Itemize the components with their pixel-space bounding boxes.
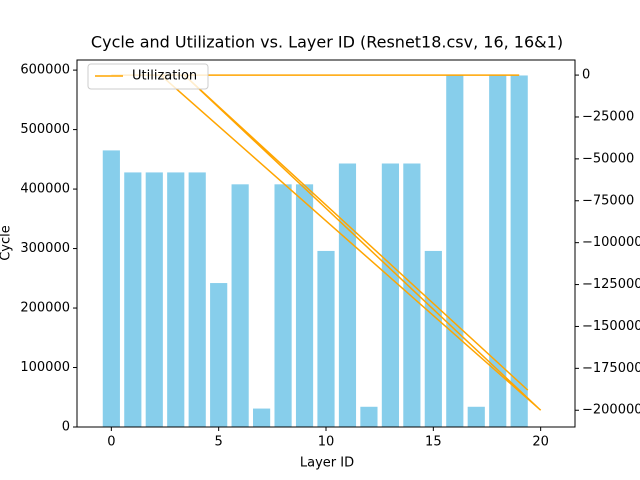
y2-tick-label: −75000 [582,193,634,208]
bar [102,150,120,427]
bar [295,184,314,427]
y2-tick-label: −125000 [582,277,640,292]
bar [360,406,378,427]
bar [381,163,399,428]
y-tick-label: 200000 [20,301,70,316]
x-tick-label: 10 [318,435,335,450]
bar [210,283,228,427]
legend-box [87,63,209,90]
bar [145,172,163,427]
bar [317,250,335,427]
y2-tick-label: −200000 [582,403,640,418]
y2-tick-label: 0 [582,68,590,83]
y-tick-label: 0 [62,420,70,435]
bar [424,250,442,427]
y-tick-label: 100000 [20,360,70,375]
y2-tick-label: −150000 [582,319,640,334]
y2-tick-label: −175000 [582,361,640,376]
bar [274,184,292,427]
y-tick-label: 300000 [20,241,70,256]
x-tick-label: 5 [215,435,223,450]
bar [124,172,142,427]
y-tick-label: 500000 [20,122,70,137]
bar [253,408,271,427]
y2-tick-label: −100000 [582,235,640,250]
bar [489,75,507,428]
bar [446,75,464,428]
x-tick-label: 0 [107,435,115,450]
line [111,74,542,411]
bar [231,184,249,427]
bar [403,163,421,428]
x-tick-label: 15 [425,435,442,450]
y2-tick-label: −50000 [582,151,634,166]
x-tick-label: 20 [532,435,549,450]
bar [510,75,528,428]
bar [467,406,485,427]
y-axis-label: Cycle [0,225,14,261]
legend-label: Utilization [132,69,197,84]
bar [167,172,185,427]
bar [338,163,357,428]
y-tick-label: 600000 [20,63,70,78]
y2-tick-label: −25000 [582,109,634,124]
y-tick-label: 400000 [20,182,70,197]
x-axis-label: Layer ID [300,456,354,471]
chart-title: Cycle and Utilization vs. Layer ID (Resn… [91,33,563,52]
bar [188,172,206,427]
